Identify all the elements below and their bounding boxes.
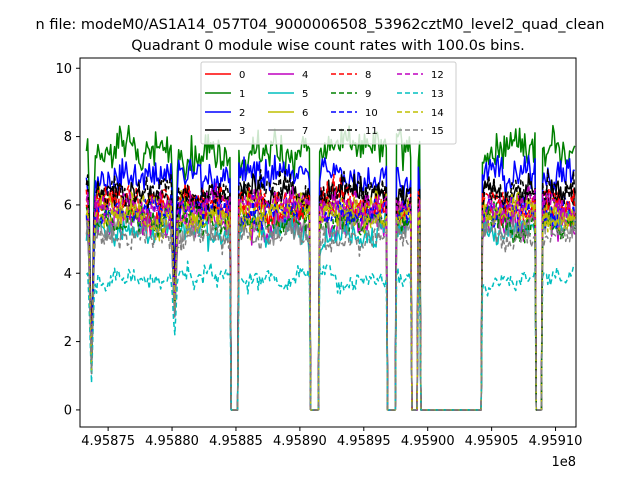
y-tick-label: 6 xyxy=(64,198,72,213)
legend-label-14: 14 xyxy=(431,108,444,119)
chart-suptitle: n file: modeM0/AS1A14_057T04_9000006508_… xyxy=(36,17,605,33)
legend-box xyxy=(200,61,457,145)
x-tick-label: 4.95900 xyxy=(401,434,455,449)
series-line-13 xyxy=(85,260,576,411)
x-offset-label: 1e8 xyxy=(551,455,576,470)
x-tick-label: 4.95905 xyxy=(465,434,519,449)
legend-label-1: 1 xyxy=(239,89,245,100)
legend-label-12: 12 xyxy=(431,70,444,81)
series-line-15 xyxy=(85,216,576,411)
x-tick-label: 4.95890 xyxy=(273,434,327,449)
y-tick-label: 4 xyxy=(64,267,72,282)
series-line-1 xyxy=(85,124,576,411)
x-tick-label: 4.95885 xyxy=(209,434,263,449)
chart-title: Quadrant 0 module wise count rates with … xyxy=(131,38,525,54)
x-tick-label: 4.95910 xyxy=(529,434,583,449)
legend-label-3: 3 xyxy=(239,126,245,137)
plot-area xyxy=(85,124,576,411)
y-tick-label: 10 xyxy=(55,62,72,77)
axes-layer: 4.95875 4.95880 4.95885 4.95890 4.95895 4.959… xyxy=(55,57,583,449)
series-line-11 xyxy=(85,168,576,411)
legend-label-9: 9 xyxy=(365,89,371,100)
legend-label-10: 10 xyxy=(365,108,378,119)
y-tick-label: 0 xyxy=(64,403,72,418)
y-tick-label: 2 xyxy=(64,335,72,350)
series-line-2 xyxy=(85,154,575,411)
legend-label-5: 5 xyxy=(302,89,308,100)
axes-frame xyxy=(79,57,577,428)
legend-label-13: 13 xyxy=(431,89,444,100)
legend-label-4: 4 xyxy=(302,70,308,81)
x-tick-label: 4.95895 xyxy=(337,434,391,449)
legend-label-0: 0 xyxy=(239,70,245,81)
legend-label-2: 2 xyxy=(239,108,245,119)
legend-label-6: 6 xyxy=(302,108,308,119)
legend-label-15: 15 xyxy=(431,126,444,137)
series-line-5 xyxy=(85,206,576,411)
legend-label-7: 7 xyxy=(302,126,308,137)
legend-label-11: 11 xyxy=(365,126,378,137)
legend-label-8: 8 xyxy=(365,70,371,81)
x-tick-label: 4.95875 xyxy=(81,434,135,449)
y-tick-label: 8 xyxy=(64,130,72,145)
x-tick-label: 4.95880 xyxy=(145,434,199,449)
